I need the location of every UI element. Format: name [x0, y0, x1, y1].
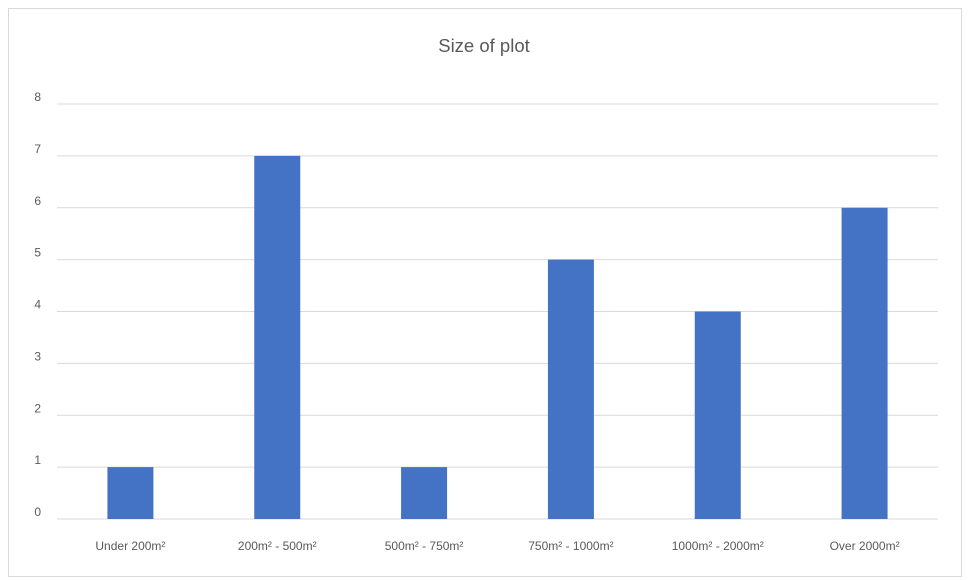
x-category-label: 1000m² - 2000m² — [672, 539, 764, 553]
y-tick-label: 3 — [34, 349, 41, 363]
y-tick-label: 0 — [34, 505, 41, 519]
x-category-label: Under 200m² — [95, 539, 165, 553]
bar — [107, 467, 154, 519]
y-tick-label: 5 — [34, 246, 41, 260]
y-tick-label: 1 — [34, 453, 41, 467]
chart-title: Size of plot — [438, 35, 530, 56]
x-category-label: Over 2000m² — [830, 539, 900, 553]
bars — [107, 155, 888, 519]
y-tick-label: 6 — [34, 194, 41, 208]
y-axis-ticks: 0 1 2 3 4 5 6 7 8 — [34, 90, 41, 519]
x-category-label: 200m² - 500m² — [238, 539, 317, 553]
bar — [254, 155, 301, 519]
x-category-label: 500m² - 750m² — [385, 539, 464, 553]
bar — [694, 311, 741, 519]
bar — [401, 467, 448, 519]
bar — [547, 259, 594, 519]
y-tick-label: 8 — [34, 90, 41, 104]
y-tick-label: 7 — [34, 142, 41, 156]
bar — [841, 207, 888, 519]
y-tick-label: 2 — [34, 401, 41, 415]
x-category-label: 750m² - 1000m² — [528, 539, 613, 553]
x-axis-categories: Under 200m² 200m² - 500m² 500m² - 750m² 750… — [95, 539, 899, 553]
chart-frame — [8, 8, 962, 577]
gridlines — [57, 103, 938, 520]
y-tick-label: 4 — [34, 298, 41, 312]
